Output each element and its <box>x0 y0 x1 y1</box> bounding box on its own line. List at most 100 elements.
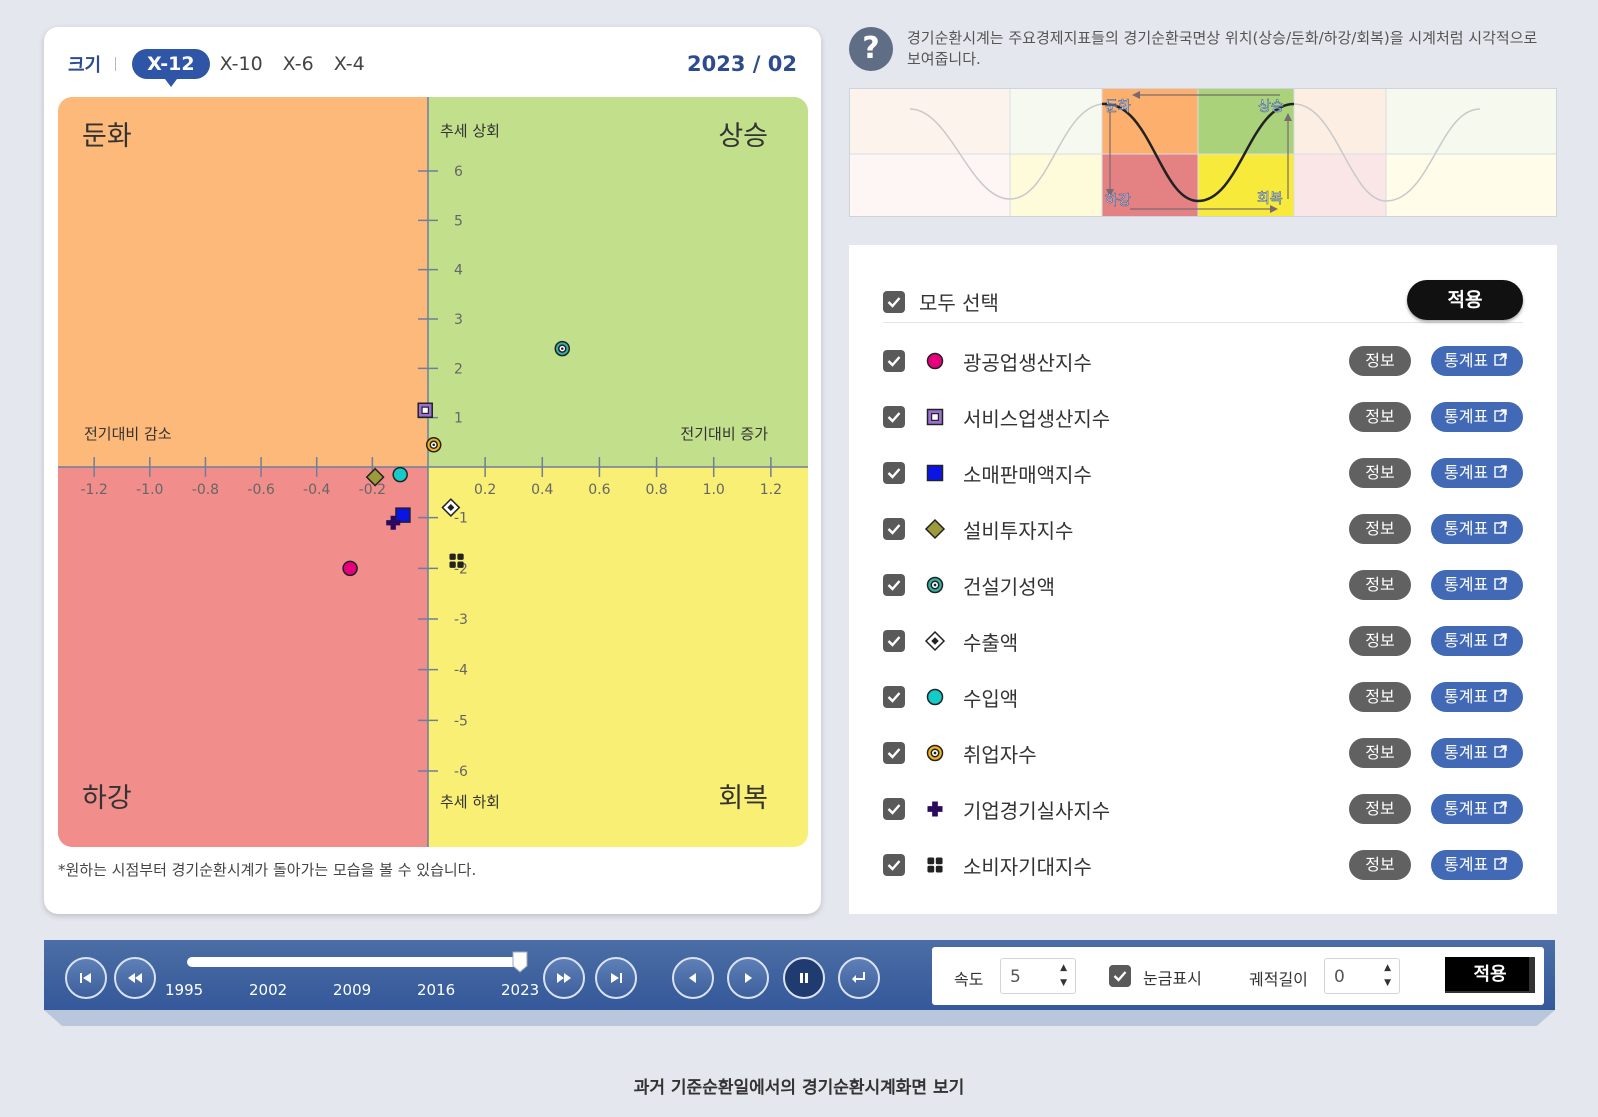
indicator-checkbox[interactable] <box>883 742 905 764</box>
stat-table-label: 통계표 <box>1444 575 1489 594</box>
size-option-x4[interactable]: X-4 <box>333 53 365 75</box>
step-back-button[interactable] <box>672 957 714 999</box>
indicator-checkbox[interactable] <box>883 798 905 820</box>
data-point[interactable] <box>554 340 571 357</box>
stat-table-button[interactable]: 통계표 <box>1431 346 1523 376</box>
checkmark-icon <box>887 468 901 479</box>
apply-indicators-button[interactable]: 적용 <box>1407 279 1523 320</box>
data-point[interactable] <box>449 553 464 568</box>
checkmark-icon <box>887 356 901 367</box>
spin-down-icon[interactable]: ▼ <box>1384 978 1391 988</box>
indicator-checkbox[interactable] <box>883 406 905 428</box>
size-option-x6[interactable]: X-6 <box>282 53 314 75</box>
spin-down-icon[interactable]: ▼ <box>1060 978 1067 988</box>
chart-note: *원하는 시점부터 경기순환시계가 돌아가는 모습을 볼 수 있습니다. <box>58 861 477 879</box>
spin-up-icon[interactable]: ▲ <box>1060 963 1067 973</box>
speed-stepper[interactable]: 5 ▲ ▼ <box>1000 958 1076 994</box>
info-button[interactable]: 정보 <box>1349 570 1411 600</box>
x-tick-label: 0.6 <box>588 482 610 498</box>
y-tick-label: 6 <box>454 164 463 180</box>
last-button[interactable] <box>595 957 637 999</box>
rewind-button[interactable] <box>114 957 156 999</box>
data-point[interactable] <box>365 467 385 487</box>
fast-forward-button[interactable] <box>543 957 585 999</box>
indicator-marker-icon <box>927 857 943 873</box>
timeline-slider[interactable] <box>187 957 527 967</box>
trail-length-stepper[interactable]: 0 ▲ ▼ <box>1324 958 1400 994</box>
stat-table-button[interactable]: 통계표 <box>1431 682 1523 712</box>
y-tick-label: -6 <box>454 764 468 780</box>
external-link-icon <box>1494 850 1507 880</box>
y-axis-label-top: 추세 상회 <box>440 122 500 140</box>
info-button[interactable]: 정보 <box>1349 514 1411 544</box>
indicator-checkbox[interactable] <box>883 630 905 652</box>
apply-playback-button[interactable]: 적용 <box>1445 957 1535 993</box>
data-point[interactable] <box>386 515 401 530</box>
indicator-row: 서비스업생산지수 정보 통계표 <box>883 389 1523 445</box>
indicator-checkbox[interactable] <box>883 462 905 484</box>
x-tick-label: 1.0 <box>703 482 725 498</box>
data-point[interactable] <box>395 507 411 523</box>
stat-table-button[interactable]: 통계표 <box>1431 458 1523 488</box>
indicator-row: 기업경기실사지수 정보 통계표 <box>883 781 1523 837</box>
indicator-row: 설비투자지수 정보 통계표 <box>883 501 1523 557</box>
data-point[interactable] <box>342 560 358 577</box>
stat-table-label: 통계표 <box>1444 687 1489 706</box>
stat-table-button[interactable]: 통계표 <box>1431 850 1523 880</box>
stat-table-label: 통계표 <box>1444 743 1489 762</box>
indicator-checkbox[interactable] <box>883 574 905 596</box>
quadrant-label-slowdown: 둔화 <box>82 121 132 152</box>
size-option-x10[interactable]: X-10 <box>219 53 263 75</box>
stat-table-button[interactable]: 통계표 <box>1431 794 1523 824</box>
x-tick-label: 0.2 <box>474 482 496 498</box>
size-selector: 크기 X-12 X-10 X-6 X-4 <box>68 48 385 87</box>
checkmark-icon <box>887 804 901 815</box>
external-link-icon <box>1494 682 1507 712</box>
checkmark-icon <box>887 860 901 871</box>
y-tick-label: 1 <box>454 411 463 427</box>
indicator-checkbox[interactable] <box>883 854 905 876</box>
data-point[interactable] <box>441 498 461 517</box>
data-point[interactable] <box>417 402 433 419</box>
return-button[interactable] <box>838 957 880 999</box>
info-button[interactable]: 정보 <box>1349 850 1411 880</box>
stat-table-button[interactable]: 통계표 <box>1431 514 1523 544</box>
diagram-label-recovery: 회복 <box>1257 191 1283 207</box>
indicator-checkbox[interactable] <box>883 686 905 708</box>
step-forward-button[interactable] <box>727 957 769 999</box>
size-option-x12[interactable]: X-12 <box>132 49 210 87</box>
info-button[interactable]: 정보 <box>1349 682 1411 712</box>
info-button[interactable]: 정보 <box>1349 402 1411 432</box>
data-point[interactable] <box>425 437 442 453</box>
info-button[interactable]: 정보 <box>1349 738 1411 768</box>
info-button[interactable]: 정보 <box>1349 794 1411 824</box>
spin-up-icon[interactable]: ▲ <box>1384 963 1391 973</box>
indicator-checkbox[interactable] <box>883 350 905 372</box>
past-cycle-view-link[interactable]: 과거 기준순환일에서의 경기순환시계화면 보기 <box>633 1078 965 1098</box>
question-icon[interactable]: ? <box>849 27 893 71</box>
timeline-slider-thumb[interactable] <box>512 951 528 973</box>
pause-button[interactable] <box>783 957 825 999</box>
stat-table-button[interactable]: 통계표 <box>1431 402 1523 432</box>
grid-display-checkbox[interactable] <box>1109 965 1131 987</box>
info-button[interactable]: 정보 <box>1349 346 1411 376</box>
y-tick-label: 5 <box>454 213 463 229</box>
info-button[interactable]: 정보 <box>1349 626 1411 656</box>
indicator-checkbox[interactable] <box>883 518 905 540</box>
stat-table-label: 통계표 <box>1444 463 1489 482</box>
diagram-label-contraction: 하강 <box>1105 193 1131 209</box>
stat-table-button[interactable]: 통계표 <box>1431 626 1523 656</box>
indicator-name: 수입액 <box>963 686 1019 711</box>
stat-table-button[interactable]: 통계표 <box>1431 738 1523 768</box>
data-point[interactable] <box>392 466 408 483</box>
select-all-checkbox[interactable] <box>883 290 905 313</box>
info-button[interactable]: 정보 <box>1349 458 1411 488</box>
cycle-diagram-svg: 둔화 상승 하강 회복 <box>850 89 1556 216</box>
stat-table-button[interactable]: 통계표 <box>1431 570 1523 600</box>
help-text: 경기순환시계는 주요경제지표들의 경기순환국면상 위치(상승/둔화/하강/회복)… <box>907 29 1538 68</box>
indicator-row: 소비자기대지수 정보 통계표 <box>883 837 1523 893</box>
quadrant-recovery <box>428 467 808 847</box>
first-button[interactable] <box>65 957 107 999</box>
indicator-name: 서비스업생산지수 <box>963 406 1111 431</box>
size-label: 크기 <box>68 55 102 76</box>
